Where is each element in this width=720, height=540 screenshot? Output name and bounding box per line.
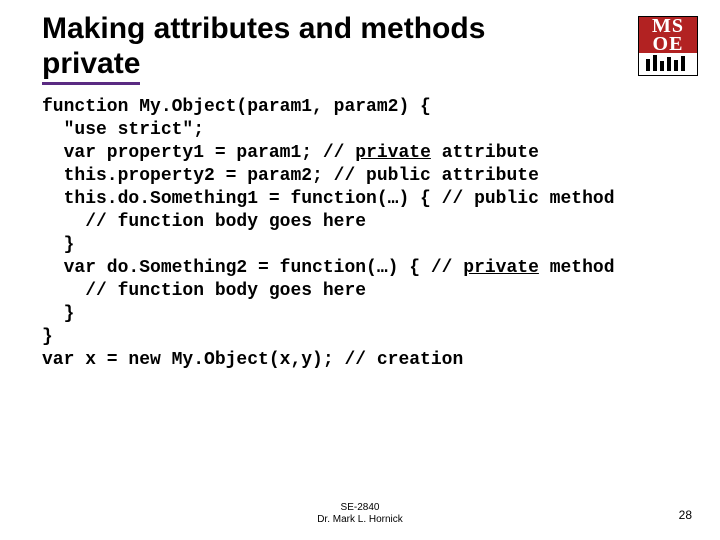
code-underline: private [463, 258, 539, 278]
code-line: attribute [431, 143, 539, 163]
slide: Making attributes and methods private MS… [0, 0, 720, 540]
code-line: var property1 = param1; // [42, 143, 355, 163]
footer-course: SE-2840 [341, 502, 380, 513]
page-number: 28 [679, 508, 692, 522]
code-line: var do.Something2 = function(…) { // [42, 258, 463, 278]
slide-title: Making attributes and methods private [42, 12, 502, 85]
footer-author: Dr. Mark L. Hornick [317, 514, 403, 525]
code-block: function My.Object(param1, param2) { "us… [42, 96, 680, 372]
logo-bars-icon [639, 53, 697, 75]
code-line: } [42, 235, 74, 255]
logo-text: MS OE [639, 17, 697, 53]
code-line: function My.Object(param1, param2) { [42, 97, 431, 117]
code-line: // function body goes here [42, 212, 366, 232]
code-line: } [42, 327, 53, 347]
title-line-2: private [42, 47, 140, 86]
code-line: "use strict"; [42, 120, 204, 140]
code-line: } [42, 304, 74, 324]
code-line: this.do.Something1 = function(…) { // pu… [42, 189, 615, 209]
code-line: method [539, 258, 615, 278]
title-line-1: Making attributes and methods [42, 12, 485, 45]
msoe-logo: MS OE [638, 16, 698, 76]
footer: SE-2840 Dr. Mark L. Hornick [0, 502, 720, 526]
code-line: var x = new My.Object(x,y); // creation [42, 350, 463, 370]
code-line: // function body goes here [42, 281, 366, 301]
code-line: this.property2 = param2; // public attri… [42, 166, 539, 186]
code-underline: private [355, 143, 431, 163]
